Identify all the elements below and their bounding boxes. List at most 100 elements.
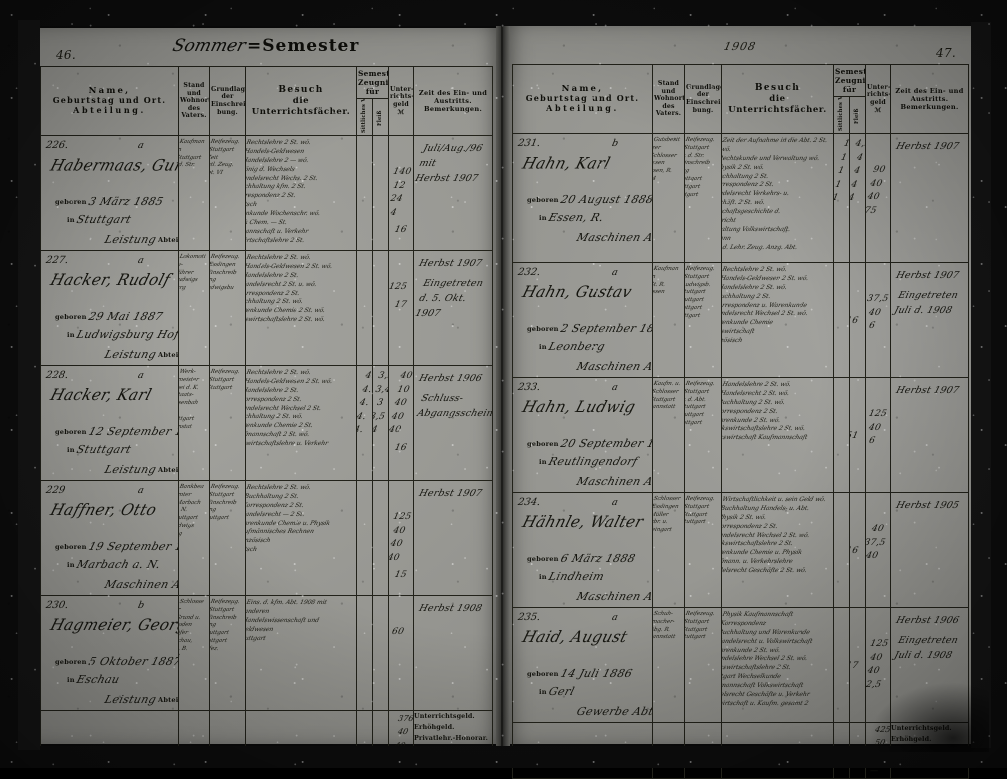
th-zeugnisse: Semester- Zeugnisse für (832, 63, 867, 98)
cell-geld: 140 12 24 4 16 (388, 135, 415, 252)
th-unterrichtsgeld: Unter- richts- geld ℳ (865, 63, 892, 135)
cell-name: 226. a Habermaas, Gunner geboren3 März 1… (40, 135, 179, 252)
book-gutter-seam (501, 26, 503, 746)
cell-name: 231. b Hahn, Karl geboren20 August 1888 … (512, 133, 653, 263)
table-row: 227. a Hacker, Rudolf geboren29 Mai 1887… (40, 250, 494, 367)
cell-besuch: Rechtslehre 2 St. wö. Handels-Geldwesen Ha… (245, 135, 357, 252)
cell-stand: Kaufmann St. R. Essen (652, 261, 685, 378)
cell-geld: 125 17 (388, 250, 415, 367)
cell-geld: 125 40 40 12,5 (865, 606, 892, 723)
book-gutter (496, 24, 510, 746)
cell-stand: Schlosser Grund u. Boden Küfer Eschau, Abt. B… (178, 595, 210, 712)
cell-besuch: Wirtschaftlichkeit u. sein Geld wö. Buchh… (721, 491, 834, 608)
cell-verhalten (356, 135, 373, 252)
cell-name: 235. a Haid, August geboren14 Juli 1886 … (512, 606, 653, 723)
book-cover-right (971, 22, 991, 748)
cell-zeit: Herbst 1907 (890, 133, 970, 263)
th-fleiss: Fleiß (371, 98, 390, 137)
table-row: 233. a Hahn, Ludwig geboren20 September … (512, 376, 970, 493)
table-row: 231. b Hahn, Karl geboren20 August 1888 … (512, 133, 970, 263)
cell-zeit: Herbst 1907 (890, 376, 970, 493)
th-unterrichtsgeld: Unter- richts- geld ℳ (388, 65, 415, 137)
cell-fleiss: 16 (848, 491, 867, 608)
th-name: Name, Geburtstag und Ort. Abteilung. (512, 63, 653, 135)
cell-stand: Gutsbesitzer Schlosser Essen Essen, R. St.4 (652, 133, 685, 263)
cell-name: 227. a Hacker, Rudolf geboren29 Mai 1887… (40, 250, 179, 367)
semester-heading: Sommer=Semester (40, 36, 492, 56)
cell-name: 234. a Hähnle, Walter geboren6 März 1888… (512, 491, 653, 608)
th-zeit: Zeit des Ein- und Austritts. Bemerkungen… (413, 65, 494, 137)
table-row: 229 a Haffner, Otto geboren19 September … (40, 480, 494, 597)
cell-besuch: Rechtslehre 2 St. wö. Buchhaltung 2 St. Ko… (245, 480, 357, 597)
semester-handwritten: Sommer (170, 36, 248, 56)
cell-besuch: Physik Kaufmannschaft Korrespondenz Buchha… (721, 606, 834, 723)
cell-fleiss: 3,5 3,4 3 3,5 4 (371, 365, 390, 482)
table-row: 235. a Haid, August geboren14 Juli 1886 … (512, 606, 970, 723)
th-besuch: Besuch die Unterrichtsfächer. (721, 63, 834, 135)
cell-stand: Werk-meister bei d. K. Staats- Eisenbahn Stu… (178, 365, 210, 482)
table-body-left: 226. a Habermaas, Gunner geboren3 März 1… (40, 135, 494, 768)
cell-name: 229 a Haffner, Otto geboren19 September … (40, 480, 179, 597)
cell-besuch: Eins. d. kfm. Abt. 1908 mit anderen Hande… (245, 595, 357, 712)
th-name: Name, Geburtstag und Ort. Abteilung. (40, 65, 179, 137)
cell-fleiss: 16 (848, 261, 867, 378)
cell-besuch: Rechtslehre 2 St. wö. Handels-Geldwesen 2… (245, 365, 357, 482)
cell-fleiss: 4,5 4 4 4 4 (848, 133, 867, 263)
cell-fleiss: 51 (848, 376, 867, 493)
book-cover-left (18, 20, 40, 750)
cell-verhalten (356, 480, 373, 597)
cell-zeit: Herbst 1908 (413, 595, 494, 712)
cell-zeit: Herbst 1906 Eingetreten Juli d. 1908 (890, 606, 970, 723)
cell-geld: 37,5 40 6 (865, 261, 892, 378)
register-table-left: Name, Geburtstag und Ort. Abteilung. Sta… (40, 65, 494, 768)
cell-besuch: Rechtslehre 2 St. wö. Handels-Geldwesen 2… (245, 250, 357, 367)
cell-verhalten (833, 261, 850, 378)
cell-grundlage: Reifezeug. Stuttgart Einschreibung Stuttgar… (209, 595, 246, 712)
cell-stand: Schuh-macher- Abg. R. Cannstatt (652, 606, 685, 723)
cell-zeit: Herbst 1907 Eingetreten d. 5. Okt. 1907 (413, 250, 494, 367)
cell-fleiss (371, 480, 390, 597)
cell-geld: 40 10 40 40 40 16 (388, 365, 415, 482)
cell-grundlage: Reifezeug. Stuttgart Stuttgart Stuttgart (684, 491, 722, 608)
cell-stand: Lokomotiv-führer Ludwigsburg (178, 250, 210, 367)
cell-geld: 90 40 40 75 (865, 133, 892, 263)
cell-geld: 60 (388, 595, 415, 712)
th-stand: Stand und Wohnort des Vaters. (178, 65, 210, 137)
cell-name: 228. a Hacker, Karl geboren12 September … (40, 365, 179, 482)
cell-verhalten (833, 491, 850, 608)
cell-geld: 125 40 6 (865, 376, 892, 493)
table-header-row: Name, Geburtstag und Ort. Abteilung. Sta… (40, 65, 494, 137)
year-heading: 1908 (722, 40, 758, 53)
cell-grundlage: Reifezeug. Stuttgart Zeit mtl. Zeug. Abt. VI (209, 135, 246, 252)
cell-grundlage: Reifezeug. Stuttgart Ludwigsb. Stuttgart Stu… (684, 261, 722, 378)
cell-fleiss (371, 250, 390, 367)
cell-zeit: Herbst 1906 Schluss-Abgangsschein (413, 365, 494, 482)
cell-verhalten (356, 595, 373, 712)
cell-name: 230. b Hagmeier, Georg geboren5 Oktober … (40, 595, 179, 712)
scan-edge-bottom (0, 746, 1007, 768)
th-stand: Stand und Wohnort des Vaters. (652, 63, 685, 135)
table-row: 228. a Hacker, Karl geboren12 September … (40, 365, 494, 482)
table-row: 230. b Hagmeier, Georg geboren5 Oktober … (40, 595, 494, 712)
th-sittliches-verhalten: Sittliches Verhalten (356, 98, 373, 137)
th-zeit: Zeit des Ein- und Austritts. Bemerkungen… (890, 63, 970, 135)
cell-name: 233. a Hahn, Ludwig geboren20 September … (512, 376, 653, 493)
cell-name: 232. a Hahn, Gustav geboren2 September 1… (512, 261, 653, 378)
cell-zeit: Herbst 1905 (890, 491, 970, 608)
cell-grundlage: Reifezeug. Stuttgart Stuttgart (209, 365, 246, 482)
scan-edge-top (0, 0, 1007, 26)
cell-fleiss (371, 135, 390, 252)
cell-verhalten (833, 606, 850, 723)
cell-zeit: Herbst 1907 (413, 480, 494, 597)
cell-grundlage: Reifezeug. Esslingen Einschreibung Ludwigsb… (209, 250, 246, 367)
register-table-right: Name, Geburtstag und Ort. Abteilung. Sta… (512, 63, 970, 779)
th-grundlage: Grundlage der Einschrei- bung. (684, 63, 722, 135)
cell-grundlage: Reifezeug. Stuttgart Einschreibung Stuttgar… (209, 480, 246, 597)
cell-grundlage: Reifezeug. Stuttgart v. d. Str. Einschreibu… (684, 133, 722, 263)
cell-verhalten: 4. 4. 4. 4. 4. (356, 365, 373, 482)
th-fleiss: Fleiß (848, 96, 867, 135)
cell-stand: Kaufmann Stuttgart v.d. Str. (178, 135, 210, 252)
cell-besuch: Rechtslehre 2 St. wö. Handels-Geldwesen 2… (721, 261, 834, 378)
